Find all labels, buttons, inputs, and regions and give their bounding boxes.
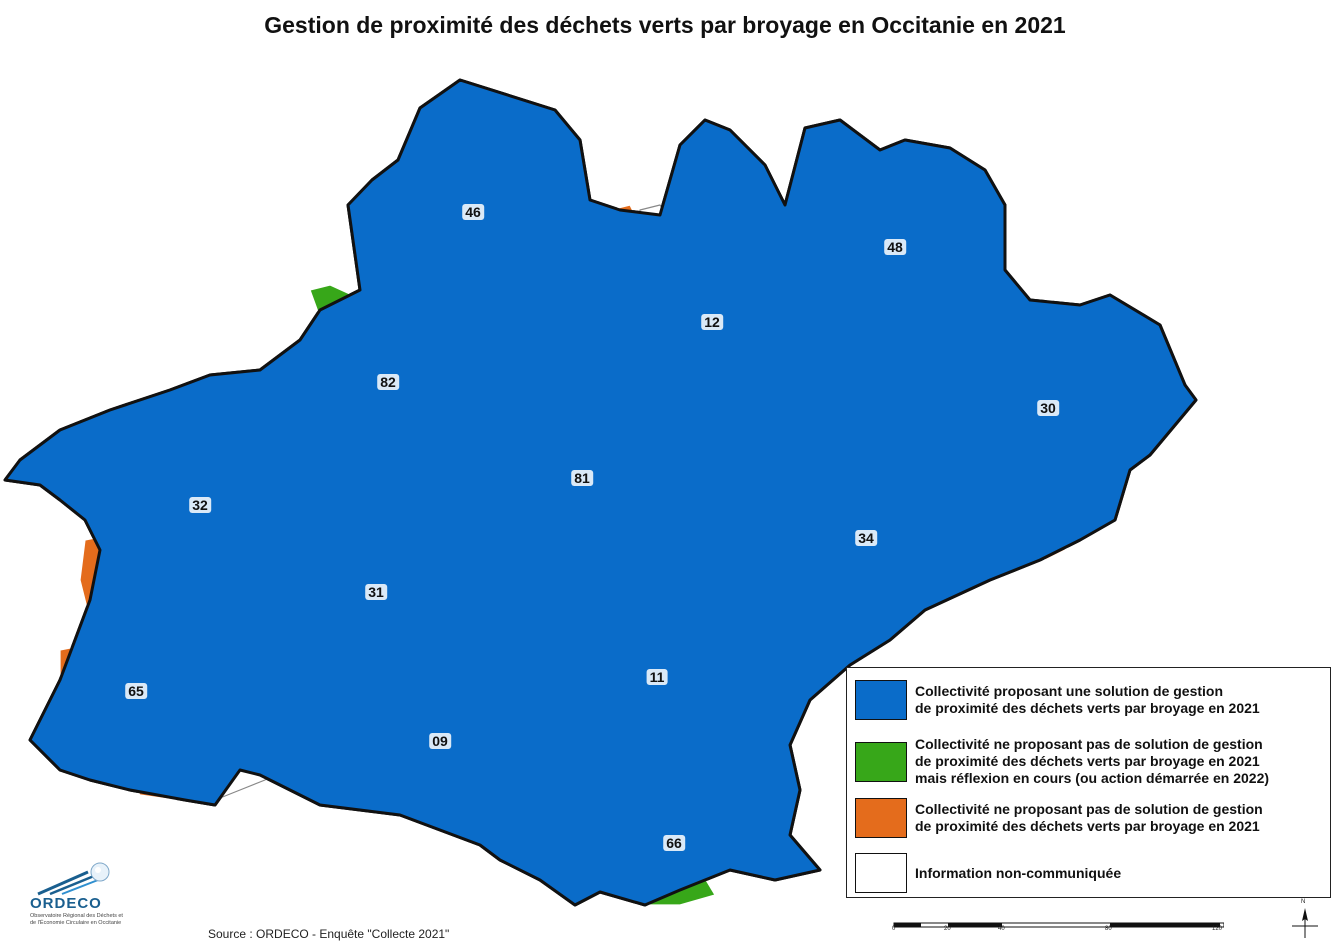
legend-item-orange: Collectivité ne proposant pas de solutio… (855, 798, 1263, 838)
dept-label-82: 82 (377, 374, 399, 390)
dept-label-48: 48 (884, 239, 906, 255)
logo-subtitle: Observatoire Régional des Déchets et de … (30, 913, 123, 926)
dept-label-66: 66 (663, 835, 685, 851)
dept-label-65: 65 (125, 683, 147, 699)
legend-item-blue: Collectivité proposant une solution de g… (855, 680, 1260, 720)
dept-label-30: 30 (1037, 400, 1059, 416)
scale-tick: 20 (944, 926, 951, 932)
dept-label-09: 09 (429, 733, 451, 749)
legend-item-white: Information non-communiquée (855, 853, 1121, 893)
legend-label: Collectivité proposant une solution de g… (915, 683, 1260, 716)
dept-label-32: 32 (189, 497, 211, 513)
map-title: Gestion de proximité des déchets verts p… (264, 12, 1066, 38)
north-arrow-icon (1292, 908, 1318, 938)
legend-item-green: Collectivité ne proposant pas de solutio… (855, 736, 1269, 787)
dept-label-34: 34 (855, 530, 877, 546)
legend-label: Collectivité ne proposant pas de solutio… (915, 736, 1270, 786)
scale-tick: 40 (998, 926, 1005, 932)
legend-swatch-green (855, 741, 907, 782)
scale-bar (893, 922, 1224, 928)
legend-swatch-white (855, 853, 907, 893)
map-legend: Collectivité proposant une solution de g… (846, 667, 1331, 898)
dept-label-31: 31 (365, 584, 387, 600)
dept-label-11: 11 (646, 669, 668, 685)
scale-tick: 0 (892, 926, 896, 932)
ordeco-logo-icon (37, 862, 110, 896)
scale-tick: 80 (1105, 926, 1112, 932)
dept-label-46: 46 (462, 204, 484, 220)
scale-tick: 120 (1212, 926, 1223, 932)
dept-label-81: 81 (571, 470, 593, 486)
legend-label: Information non-communiquée (915, 864, 1122, 881)
source-note: Source : ORDECO - Enquête "Collecte 2021… (208, 927, 450, 941)
dept-label-12: 12 (701, 314, 723, 330)
logo-name: ORDECO (30, 895, 102, 912)
legend-swatch-blue (855, 680, 907, 720)
legend-label: Collectivité ne proposant pas de solutio… (915, 801, 1263, 834)
north-label: N (1301, 899, 1306, 905)
legend-swatch-orange (855, 798, 907, 838)
